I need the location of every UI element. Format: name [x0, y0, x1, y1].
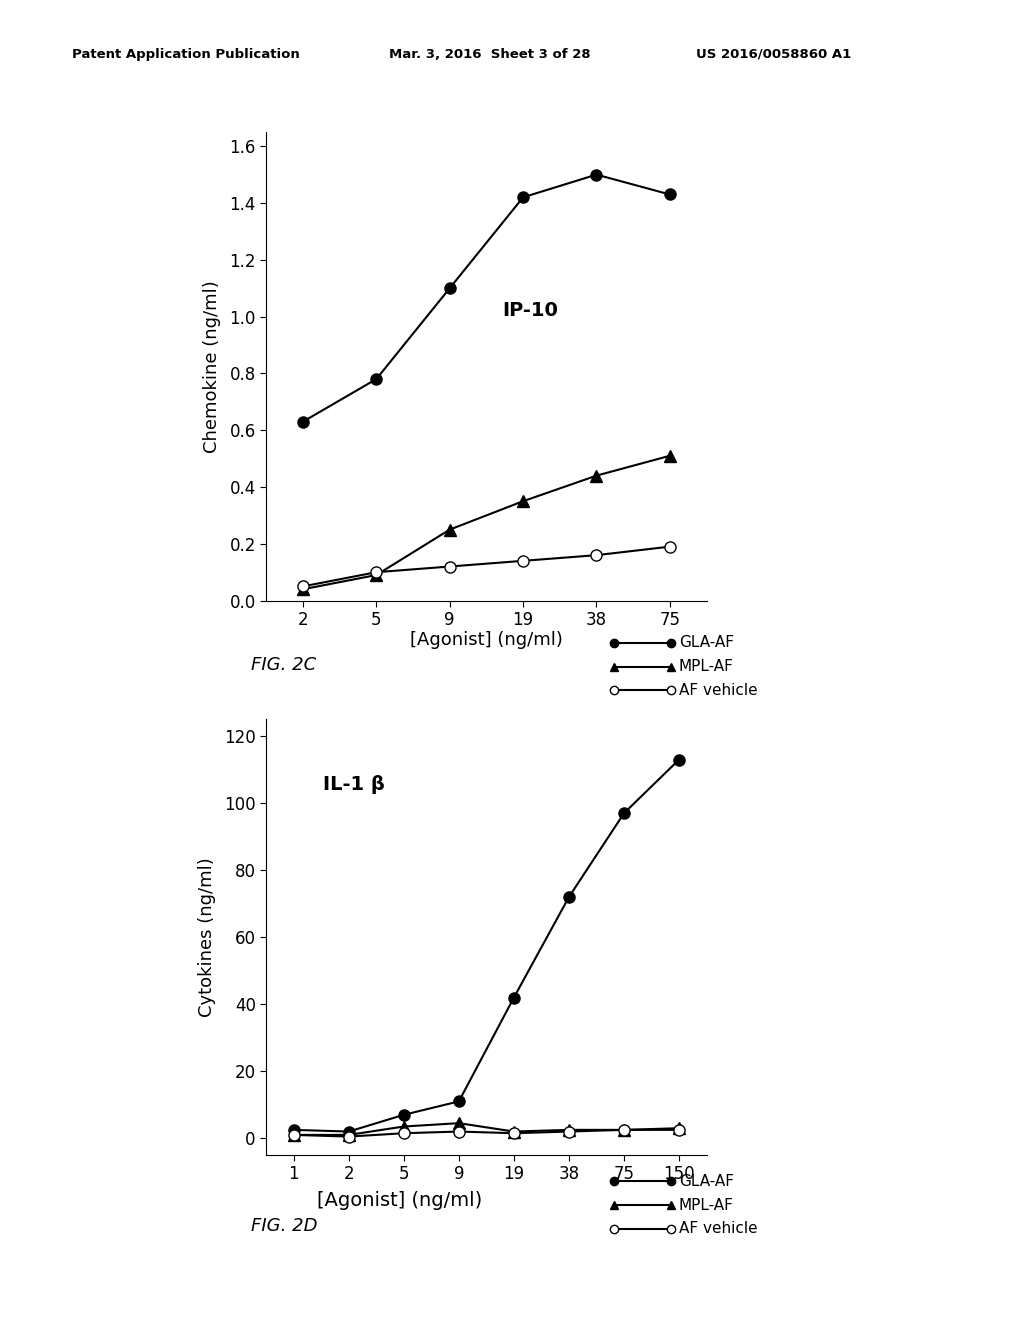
Text: MPL-AF: MPL-AF — [679, 659, 734, 675]
Text: AF vehicle: AF vehicle — [679, 1221, 758, 1237]
Text: IL-1 β: IL-1 β — [324, 775, 385, 795]
Text: Mar. 3, 2016  Sheet 3 of 28: Mar. 3, 2016 Sheet 3 of 28 — [389, 48, 591, 61]
Text: US 2016/0058860 A1: US 2016/0058860 A1 — [696, 48, 852, 61]
Text: [Agonist] (ng/ml): [Agonist] (ng/ml) — [410, 631, 563, 649]
Text: FIG. 2D: FIG. 2D — [251, 1217, 317, 1236]
Text: [Agonist] (ng/ml): [Agonist] (ng/ml) — [317, 1191, 482, 1209]
Y-axis label: Chemokine (ng/ml): Chemokine (ng/ml) — [203, 280, 221, 453]
Text: GLA-AF: GLA-AF — [679, 635, 734, 651]
Y-axis label: Cytokines (ng/ml): Cytokines (ng/ml) — [198, 857, 216, 1018]
Text: IP-10: IP-10 — [503, 301, 558, 319]
Text: GLA-AF: GLA-AF — [679, 1173, 734, 1189]
Text: AF vehicle: AF vehicle — [679, 682, 758, 698]
Text: MPL-AF: MPL-AF — [679, 1197, 734, 1213]
Text: FIG. 2C: FIG. 2C — [251, 656, 316, 675]
Text: Patent Application Publication: Patent Application Publication — [72, 48, 299, 61]
